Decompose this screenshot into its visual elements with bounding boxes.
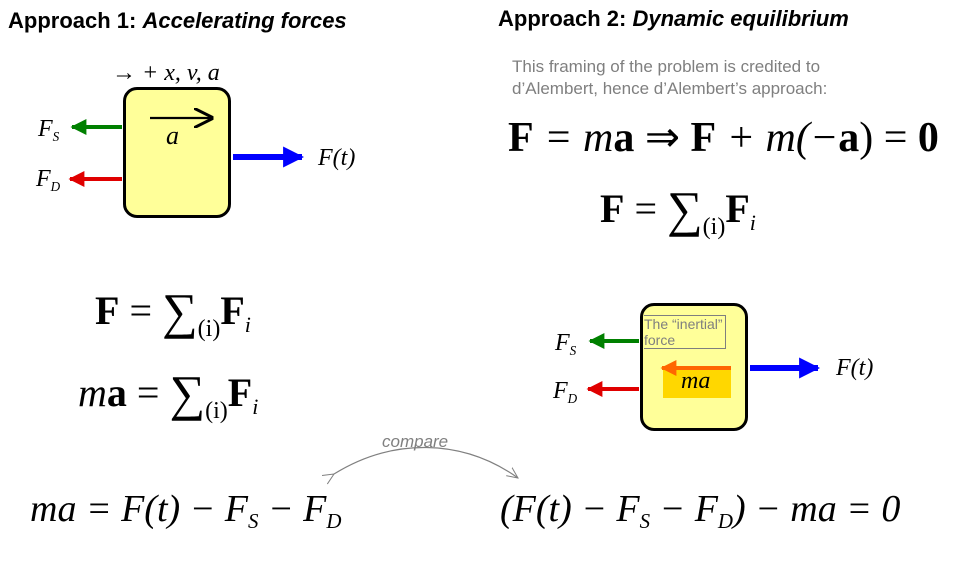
final-right-close: ) − ma = 0 [733,488,901,530]
eq-ma-sum-left: ma = ∑(i)Fi [78,365,259,424]
final-left-mid: − F [258,488,327,530]
eq1-index: (i) [197,316,221,342]
eqb-term-sub: i [749,209,756,235]
eq2-index: (i) [205,398,228,424]
eqa-8: 0 [917,115,939,161]
eq2-term-sub: i [252,393,259,419]
final-eq-left: ma = F(t) − FS − FD [30,487,342,534]
sigma-symbol-2: ∑ [169,365,206,421]
eqb-lhs: F [600,186,625,231]
eqa-2: = m [533,115,614,161]
approach-1-heading: Approach 1: Accelerating forces [8,8,347,34]
eqa-5: + m(− [716,115,839,161]
fs-label-right: FS [555,330,577,358]
eq-sum-forces-left: F = ∑(i)Fi [95,283,251,342]
fs-sub-right: S [569,342,577,358]
inertial-line-1: The “inertial” [644,316,723,332]
fd-sub-left: D [50,178,61,194]
fs-label-left: FS [38,116,60,144]
approach-2-heading: Approach 2: Dynamic equilibrium [498,6,849,32]
fs-main-left: F [38,116,53,142]
approach-1-title: Accelerating forces [142,8,347,33]
fd-sub-right: D [567,390,578,406]
note-line-2: d’Alembert, hence d’Alembert’s approach: [512,79,828,98]
approach-2-prefix: Approach 2: [498,6,633,31]
eq1-lhs: F [95,288,120,333]
final-right-mid: − F [650,488,718,530]
inertial-ma-label: ma [681,368,711,394]
eqa-6: a [838,115,860,161]
eqa-1: F [508,115,534,161]
final-left-s: S [248,509,259,534]
final-left-d: D [326,509,342,534]
eq-dalembert: F = ma ⇒ F + m(−a) = 0 [508,112,939,162]
note-line-1: This framing of the problem is credited … [512,57,821,76]
eq-sum-forces-right: F = ∑(i)Fi [600,181,756,240]
inertial-force-label: The “inertial” force [644,315,726,349]
fs-sub-left: S [52,128,60,144]
ft-label-right: F(t) [836,355,874,381]
eqb-index: (i) [702,214,726,240]
fs-main-right: F [555,330,570,356]
box-accel-label: a [166,121,179,150]
eqa-arrow: ⇒ [634,115,691,161]
eqa-7: ) = [859,115,918,161]
eq2-term: F [227,370,253,415]
eqb-term: F [725,186,750,231]
eq2-m: m [78,370,107,415]
final-right-s: S [639,509,651,534]
approach-1-prefix: Approach 1: [8,8,143,33]
final-right-d: D [717,509,733,534]
fd-main-right: F [553,378,568,404]
eqa-3: a [613,115,635,161]
final-eq-right: (F(t) − FS − FD) − ma = 0 [500,487,901,534]
sigma-symbol: ∑ [162,283,198,339]
compare-curve [334,446,518,478]
inertial-line-2: force [644,332,676,348]
approach-2-title: Dynamic equilibrium [632,6,849,31]
fd-label-right: FD [553,378,578,406]
fd-label-left: FD [36,166,61,194]
final-right-open: (F(t) − F [500,488,640,530]
eqa-4: F [690,115,717,161]
final-left-lhs: ma = F(t) − F [30,488,249,530]
sigma-symbol-3: ∑ [667,181,703,237]
dalembert-note: This framing of the problem is credited … [512,56,827,100]
ft-label-left: F(t) [318,145,356,171]
eq1-term: F [220,288,245,333]
fd-main-left: F [36,166,51,192]
eq2-a: a [106,370,127,415]
eq1-term-sub: i [244,311,251,337]
direction-label: → + x, v, a [112,60,220,86]
compare-label: compare [382,432,449,451]
